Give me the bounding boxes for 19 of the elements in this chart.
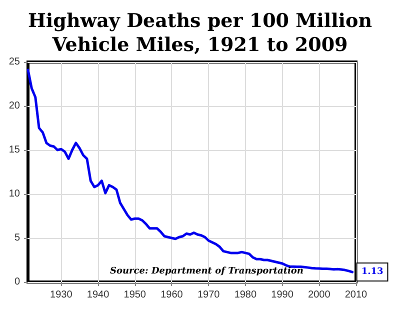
x-tick-label: 2010 [344, 290, 368, 300]
y-tick-label: 25 [8, 56, 20, 68]
annotation: 1.13 [361, 267, 384, 278]
x-tick-label: 2000 [308, 290, 331, 300]
x-tick-label: 1940 [86, 290, 110, 300]
x-tick-label: 1960 [160, 290, 184, 300]
y-tick-label: 10 [8, 188, 20, 200]
y-tick-label: 20 [8, 100, 20, 112]
x-tick-label: 1930 [50, 290, 73, 300]
annotation: Source: Department of Transportation [110, 266, 304, 276]
y-tick-label: 5 [14, 232, 20, 244]
y-tick-label: 0 [14, 276, 20, 288]
chart-title: Highway Deaths per 100 Million Vehicle Miles, 1921 to 2009 [28, 10, 372, 56]
x-tick-label: 1970 [197, 290, 220, 300]
line-series [26, 68, 354, 274]
x-tick-label: 1990 [271, 290, 294, 300]
y-tick-label: 15 [8, 144, 20, 156]
x-tick-label: 1950 [124, 290, 146, 300]
x-tick-label: 1980 [234, 290, 257, 300]
